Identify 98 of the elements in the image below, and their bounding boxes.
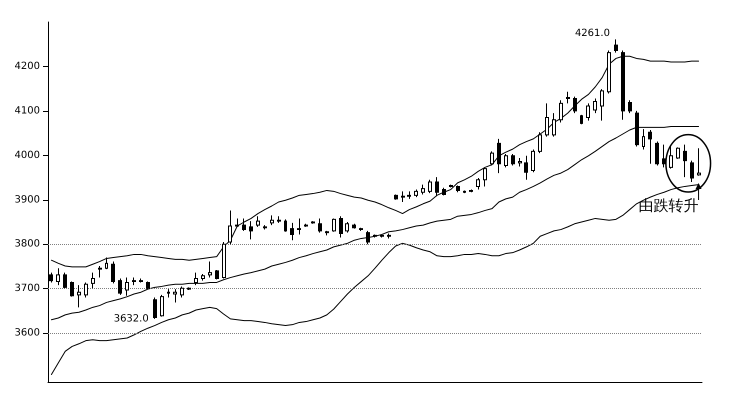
y-tick-label: 3800	[14, 238, 40, 250]
candlestick	[407, 190, 411, 200]
candlestick	[511, 154, 515, 166]
candlestick	[215, 270, 219, 280]
candlestick	[490, 150, 494, 166]
y-tick-label: 4000	[14, 150, 40, 161]
candlestick	[70, 281, 74, 298]
candlestick	[56, 268, 60, 286]
candlestick	[380, 234, 384, 238]
candlestick	[91, 272, 95, 289]
candlestick	[77, 284, 81, 308]
y-tick-label: 3700	[14, 283, 40, 294]
candlestick	[98, 266, 102, 278]
annotation: 4261.0	[574, 28, 610, 39]
candlestick	[263, 224, 267, 230]
candlestick	[483, 166, 487, 187]
candlestick	[180, 286, 184, 298]
candlestick	[132, 277, 136, 286]
candlestick	[566, 91, 570, 104]
candlestick	[497, 138, 501, 174]
candlestick	[387, 233, 391, 239]
candlestick	[697, 148, 701, 176]
candlestick	[284, 218, 287, 232]
candlestick	[345, 222, 349, 234]
candlestick	[614, 38, 618, 54]
candlestick	[559, 100, 563, 123]
candlestick	[593, 98, 597, 114]
candlestick	[545, 102, 549, 138]
candlestick	[277, 216, 281, 224]
candlestick	[373, 234, 377, 238]
candlestick	[359, 227, 363, 232]
candlestick	[194, 272, 198, 286]
candlestick	[435, 176, 439, 197]
candlestick	[187, 286, 191, 290]
annotation: 3632.0	[114, 313, 149, 324]
candlestick	[518, 158, 522, 167]
candlestick	[394, 194, 398, 200]
candlestick	[332, 218, 336, 232]
candlestick	[139, 278, 143, 283]
candlestick	[318, 218, 322, 234]
candlestick	[586, 102, 590, 122]
candlestick	[167, 288, 170, 298]
candlestick	[256, 216, 260, 228]
candlestick	[690, 160, 694, 182]
candlestick	[676, 146, 680, 160]
candlestick	[297, 218, 301, 235]
candlestick	[642, 128, 645, 150]
candlestick	[456, 185, 460, 193]
candlestick	[228, 210, 232, 245]
y-tick-label: 3600	[14, 328, 40, 339]
candlestick	[628, 100, 632, 114]
y-tick-label: 3900	[14, 194, 40, 206]
candlestick	[153, 297, 157, 320]
candlestick	[504, 154, 508, 168]
candlestick	[111, 261, 115, 284]
candlestick	[428, 179, 432, 194]
annotation: 由跌转升	[638, 196, 699, 214]
candlestick	[600, 88, 604, 122]
candlestick	[524, 155, 528, 180]
candlestick	[655, 141, 659, 166]
candlestick	[366, 230, 370, 245]
candlestick	[414, 189, 418, 198]
candlestick	[469, 189, 473, 193]
candlestick	[580, 114, 583, 125]
candlestick	[352, 223, 356, 230]
candlestick	[421, 184, 425, 195]
candlestick	[463, 190, 466, 194]
candlestick	[63, 272, 67, 289]
candlestick	[531, 149, 535, 173]
candlestick	[201, 274, 205, 282]
candlestick	[160, 294, 164, 318]
candlestick	[84, 282, 88, 298]
candlestick	[235, 218, 239, 228]
candlestick	[146, 281, 150, 290]
candlestick	[449, 184, 453, 188]
candlestick	[311, 220, 315, 224]
candlestick	[118, 278, 122, 296]
candlestick	[442, 187, 446, 196]
candlestick	[270, 214, 274, 226]
candlestick	[552, 112, 556, 138]
candlestick	[538, 132, 542, 154]
candlestick	[173, 288, 177, 303]
candlestick	[325, 230, 329, 236]
candlestick	[249, 220, 253, 240]
candlestick	[208, 261, 212, 278]
candlestick	[573, 96, 577, 114]
candlestick	[290, 222, 294, 241]
candlestick	[648, 130, 652, 164]
y-tick-label: 4100	[14, 105, 40, 116]
candlestick	[476, 178, 480, 190]
candlestick	[669, 146, 673, 170]
candlestick	[304, 223, 308, 228]
candlestick	[683, 144, 687, 178]
candlestick	[125, 277, 129, 296]
candlestick	[242, 218, 246, 232]
y-tick-label: 4200	[14, 60, 40, 72]
candlestick	[401, 190, 405, 202]
candlestick	[339, 216, 343, 238]
